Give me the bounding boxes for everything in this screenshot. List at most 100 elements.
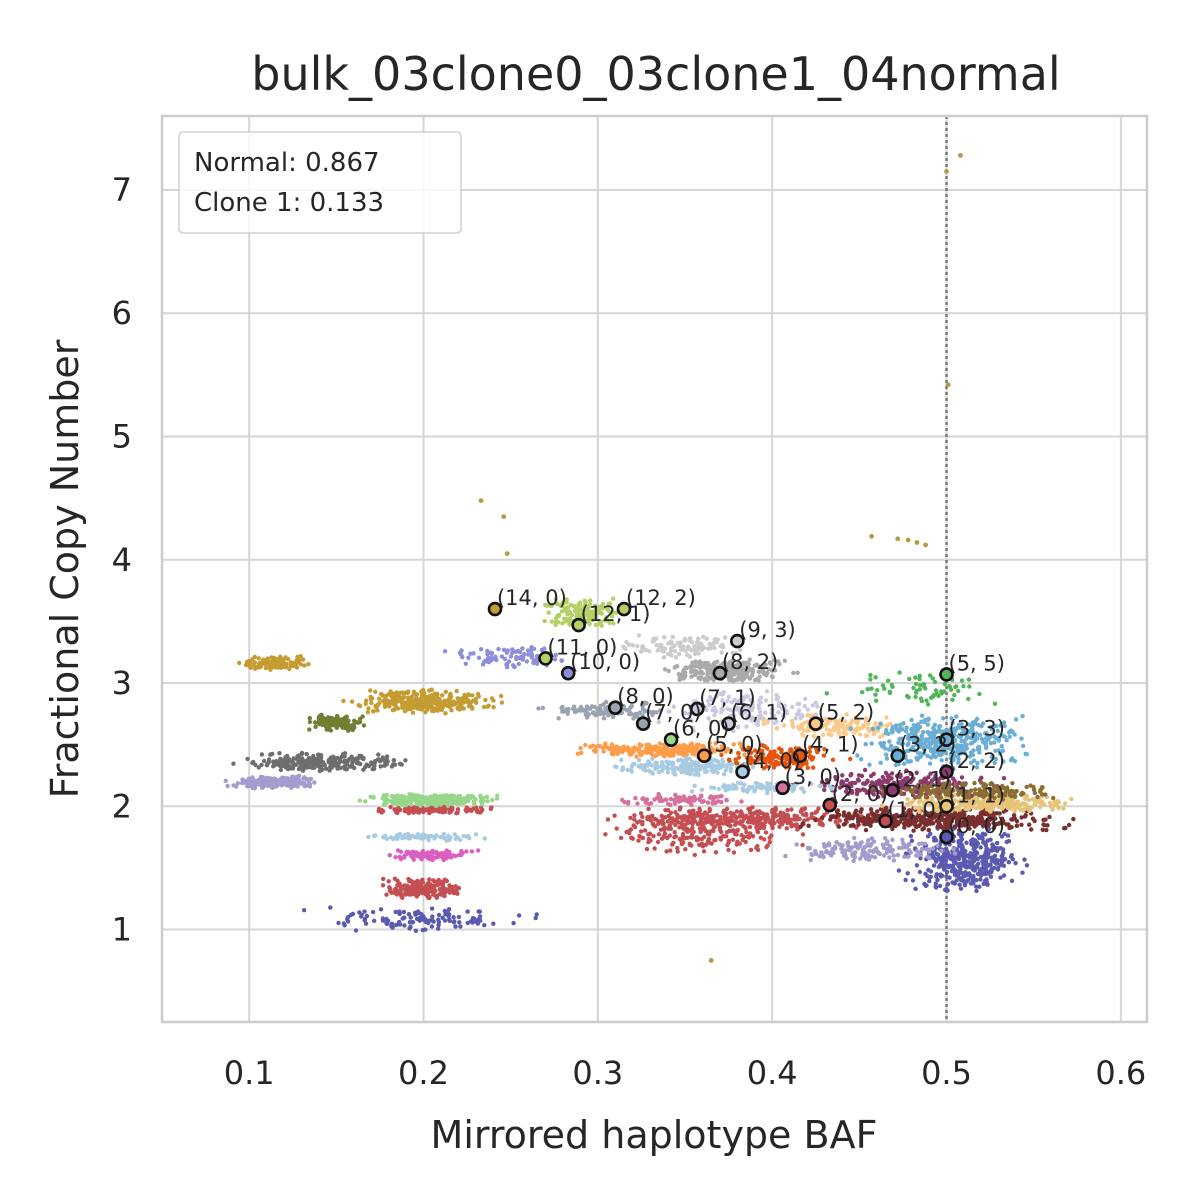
data-point [760,811,766,816]
data-point [713,850,719,855]
data-point [931,693,937,698]
data-point [423,919,429,925]
data-point [734,842,740,847]
data-point [377,701,382,706]
data-point [465,920,470,926]
data-point [725,706,730,711]
data-point [687,820,692,825]
data-point [927,673,933,678]
data-point [624,639,629,645]
data-point [561,708,566,713]
data-point [272,656,277,661]
data-point [962,880,967,885]
data-point [655,839,661,845]
data-point [897,670,902,675]
data-point [286,782,292,788]
data-point [744,660,749,666]
data-point [939,860,945,865]
data-point [959,849,964,854]
data-point [936,724,942,730]
data-point [386,879,391,884]
data-point [954,861,959,866]
data-point [362,916,368,922]
data-point [682,744,688,749]
data-point [667,709,672,714]
data-point [419,707,425,712]
data-point [449,886,454,892]
data-point [956,688,961,694]
data-point [631,716,636,721]
data-point [475,921,481,926]
data-point [474,700,479,705]
data-point [735,667,740,672]
data-point [651,833,656,839]
data-point [976,834,982,839]
data-point [985,882,990,887]
data-point [974,864,980,870]
data-point [349,699,355,704]
data-point [431,892,436,897]
data-point [393,909,398,915]
data-point [516,913,522,918]
data-point [673,772,678,777]
data-point [778,819,783,824]
data-point [644,742,649,748]
data-point [467,836,472,841]
data-point [246,659,252,665]
data-point [653,766,658,772]
data-point [940,716,946,721]
data-point [449,801,455,806]
data-point [646,836,652,842]
data-point [478,799,484,804]
data-point [467,701,473,706]
data-point [942,689,947,694]
data-point [663,808,668,813]
data-point [446,833,451,839]
data-point [376,752,381,757]
data-point [676,651,682,657]
data-point [225,783,230,789]
data-point [956,839,961,844]
data-point [789,807,794,812]
data-point [614,826,619,831]
data-point [465,793,471,799]
data-point [447,837,452,843]
data-point [425,802,431,808]
data-point [340,717,345,722]
data-point [884,723,889,728]
data-point [1024,752,1030,757]
data-point [638,649,644,654]
data-point [576,707,582,712]
data-point [385,918,391,923]
data-point [961,863,966,868]
data-point [312,780,317,785]
data-point [378,907,384,912]
data-point [665,835,670,841]
data-point [984,846,989,851]
data-point [692,643,697,649]
data-point [977,868,983,873]
data-point [988,869,993,874]
data-point [705,672,710,677]
data-point [458,706,463,711]
data-point [630,643,636,648]
data-point [438,793,443,799]
data-point [730,660,735,665]
data-point [640,749,645,755]
data-point [672,830,677,835]
data-point [414,886,419,891]
data-point [476,694,481,699]
data-point [977,884,982,889]
data-point [911,723,917,728]
data-point [621,706,627,712]
data-point [237,660,242,666]
data-point [770,814,776,819]
data-point [459,852,464,858]
data-point [447,918,453,924]
data-point [1022,857,1027,862]
data-point [578,745,583,751]
data-point [802,704,807,709]
data-point [442,649,448,654]
data-point [952,881,957,886]
data-point [958,842,963,848]
